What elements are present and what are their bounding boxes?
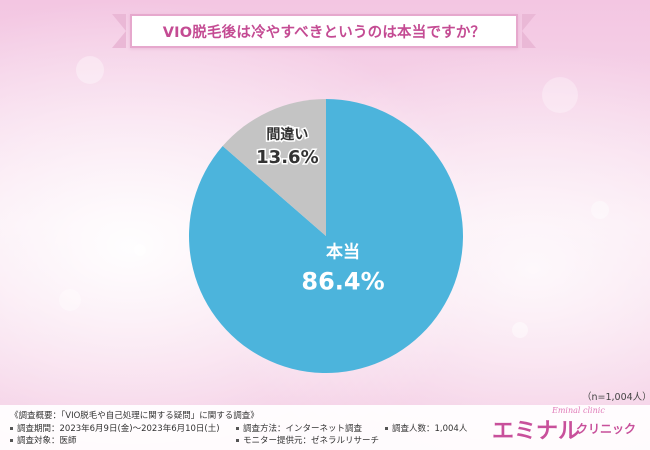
bullet-icon: [10, 439, 13, 442]
survey-target: 調査対象：医師: [17, 436, 77, 446]
logo-sub-text: クリニック: [576, 422, 637, 436]
slice-label-0: 本当: [326, 241, 360, 262]
survey-target-row: 調査対象：医師: [10, 434, 77, 446]
survey-period-row: 調査期間：2023年6月9日(金)〜2023年6月10日(土): [10, 422, 220, 434]
title-ribbon-right: [522, 14, 536, 48]
title-ribbon-left: [112, 14, 126, 48]
survey-count: 調査人数：1,004人: [392, 424, 468, 434]
bullet-icon: [236, 439, 239, 442]
logo-main-text: エミナル: [492, 419, 581, 444]
survey-count-row: 調査人数：1,004人: [385, 422, 467, 434]
clinic-logo: Eminal clinic エミナル クリニック: [492, 405, 642, 447]
survey-period: 調査期間：2023年6月9日(金)〜2023年6月10日(土): [17, 424, 220, 434]
slice-value-1: 13.6%: [256, 147, 318, 168]
slice-value-0: 86.4%: [301, 267, 384, 295]
slice-label-1: 間違い: [266, 126, 308, 143]
survey-heading: 《調査概要：「VIO脱毛や自己処理に関する疑問」に関する調査》: [10, 411, 259, 421]
survey-provider: モニター提供元：ゼネラルリサーチ: [243, 436, 380, 446]
survey-provider-row: モニター提供元：ゼネラルリサーチ: [236, 434, 379, 446]
survey-method: 調査方法：インターネット調査: [243, 424, 363, 434]
title-banner: VIO脱毛後は冷やすべきというのは本当ですか？: [130, 14, 518, 48]
pie-slice-1: [222, 99, 326, 236]
logo-script: Eminal clinic: [552, 406, 605, 415]
survey-method-row: 調査方法：インターネット調査: [236, 422, 362, 434]
bullet-icon: [385, 427, 388, 430]
sample-size: （n=1,004人）: [582, 392, 650, 403]
survey-footer: 《調査概要：「VIO脱毛や自己処理に関する疑問」に関する調査》 調査期間：202…: [0, 405, 650, 450]
chart-title: VIO脱毛後は冷やすべきというのは本当ですか？: [162, 24, 486, 41]
bullet-icon: [236, 427, 239, 430]
bullet-icon: [10, 427, 13, 430]
